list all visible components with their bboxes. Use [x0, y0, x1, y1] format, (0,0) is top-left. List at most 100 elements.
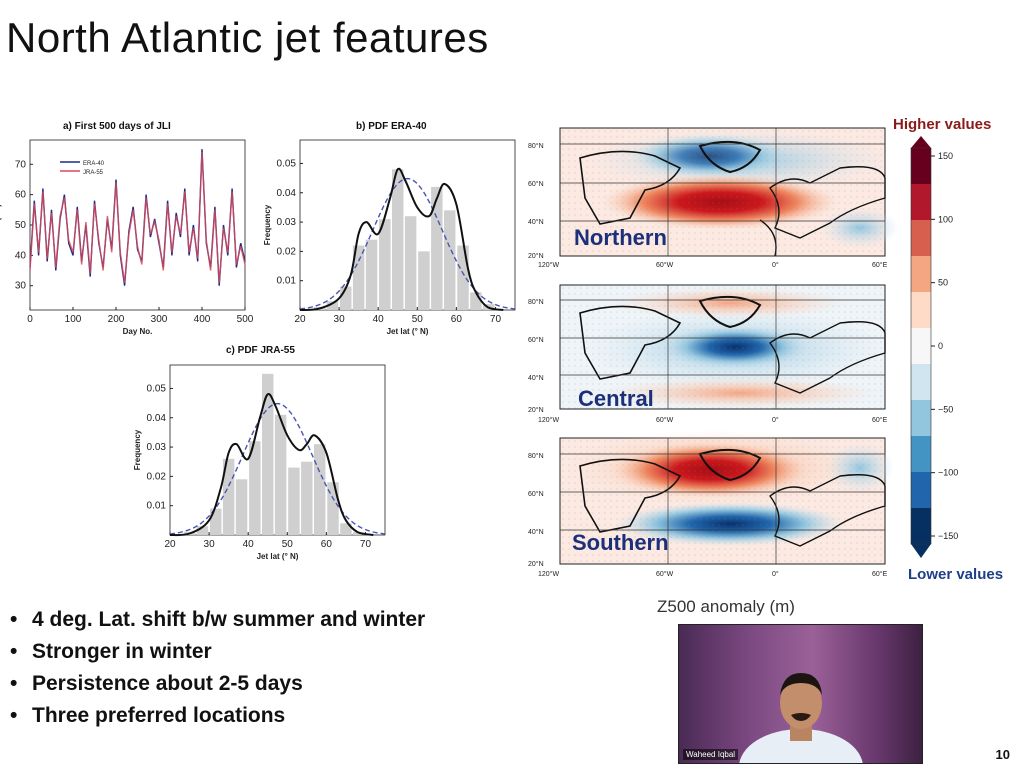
x-tick-label: 100 — [65, 314, 82, 325]
kde-curve — [169, 392, 374, 537]
chart-c-pdf-jra55: 20 30 40 50 60 70 0.01 0.02 0.03 0.04 0.05 Jet lat … — [133, 364, 386, 561]
map-label-northern: Northern — [574, 225, 667, 250]
histogram-bar — [262, 373, 274, 535]
colorbar-segment — [911, 220, 931, 257]
normal-fit-curve — [299, 177, 516, 310]
page-number: 10 — [995, 747, 1010, 762]
lat-tick: 40°N — [528, 374, 544, 382]
histogram-bar — [288, 467, 300, 535]
lat-tick: 20°N — [528, 560, 544, 568]
colorbar-tick-label: −50 — [938, 404, 953, 414]
y-tick-label: 0.04 — [277, 188, 297, 199]
x-tick-label: 20 — [164, 539, 176, 550]
x-tick-label: 50 — [412, 314, 424, 325]
y-axis-label: Frequency — [133, 429, 142, 470]
lat-tick: 80°N — [528, 298, 544, 306]
bullet-item: Persistence about 2-5 days — [10, 668, 425, 700]
y-tick-label: 50 — [15, 220, 27, 231]
bullet-item: Three preferred locations — [10, 700, 425, 732]
x-tick-label: 0 — [27, 314, 33, 325]
lon-tick: 120°W — [538, 570, 559, 578]
colorbar: 150 100 50 0 −50 −100 −150 — [910, 136, 958, 558]
colorbar-segment — [911, 508, 931, 545]
histogram-bar — [327, 482, 339, 535]
z500-anomaly-maps: Northern Central Southern — [528, 127, 900, 578]
participant-name: Waheed Iqbal — [683, 749, 739, 760]
x-tick-label: 60 — [451, 314, 463, 325]
chart-a-title: a) First 500 days of JLI — [63, 121, 171, 132]
lat-tick: 60°N — [528, 180, 544, 188]
y-tick-label: 0.03 — [277, 217, 297, 228]
map-label-central: Central — [578, 386, 654, 411]
x-tick-label: 400 — [194, 314, 211, 325]
colorbar-bottom-arrow — [911, 544, 931, 558]
colorbar-tick-label: 50 — [938, 278, 948, 288]
colorbar-tick-label: 100 — [938, 214, 953, 224]
x-tick-label: 60 — [321, 539, 333, 550]
histogram-bar — [326, 301, 339, 310]
x-tick-label: 40 — [243, 539, 255, 550]
histogram-bar — [301, 461, 313, 535]
colorbar-segment — [911, 184, 931, 221]
colorbar-tick-label: 150 — [938, 151, 953, 161]
bullet-list: 4 deg. Lat. shift b/w summer and winter … — [10, 604, 425, 732]
histogram-bar — [196, 526, 209, 535]
lat-tick: 60°N — [528, 336, 544, 344]
colorbar-lower-label: Lower values — [908, 566, 1004, 583]
histogram-bar — [365, 239, 378, 310]
colorbar-tick-label: −100 — [938, 468, 958, 478]
x-axis-label: Jet lat (° N) — [387, 327, 429, 336]
colorbar-segment — [911, 400, 931, 437]
y-tick-label: 60 — [15, 190, 27, 201]
y-tick-label: 40 — [15, 250, 27, 261]
y-tick-label: 70 — [15, 159, 27, 170]
chart-b-title: b) PDF ERA-40 — [356, 121, 427, 132]
histogram-bar — [352, 245, 365, 310]
map-label-southern: Southern — [572, 530, 669, 555]
lon-tick: 60°E — [872, 570, 888, 578]
map-caption: Z500 anomaly (m) — [657, 597, 795, 616]
y-tick-label: 0.05 — [147, 383, 167, 394]
y-tick-label: 0.02 — [277, 246, 297, 257]
histogram-bar — [392, 169, 404, 310]
x-tick-label: 70 — [360, 539, 372, 550]
y-tick-label: 0.01 — [147, 501, 167, 512]
y-tick-label: 0.04 — [147, 413, 167, 424]
colorbar-segment — [911, 292, 931, 329]
colorbar-segment — [911, 436, 931, 473]
lon-tick: 60°W — [656, 416, 674, 424]
legend-label: JRA-55 — [83, 170, 104, 176]
y-tick-label: 0.05 — [277, 158, 297, 169]
lon-tick: 60°E — [872, 416, 888, 424]
x-tick-label: 30 — [334, 314, 346, 325]
bullet-item: 4 deg. Lat. shift b/w summer and winter — [10, 604, 425, 636]
x-axis-label: Jet lat (° N) — [257, 552, 299, 561]
presenter-silhouette — [739, 673, 863, 763]
histogram-bar — [431, 186, 443, 310]
histogram-bar — [340, 286, 352, 310]
colorbar-higher-label: Higher values — [893, 116, 992, 133]
histogram-bar — [222, 458, 235, 535]
colorbar-top-arrow — [911, 136, 931, 148]
chart-a-jli-timeseries: 0 100 200 300 400 500 30 40 50 60 70 Day No. Jet lat… — [0, 139, 254, 336]
map-axis-labels: 80°N 60°N 40°N 20°N 120°W 60°W 0° 60°E 8… — [528, 142, 888, 578]
chart-b-pdf-era40: 20 30 40 50 60 70 0.01 0.02 0.03 0.04 0.05 Jet lat … — [263, 139, 516, 336]
participant-video[interactable]: Waheed Iqbal — [678, 624, 923, 764]
colorbar-segment — [911, 328, 931, 365]
y-tick-label: 30 — [15, 281, 27, 292]
lon-tick: 0° — [772, 261, 779, 269]
colorbar-tick-label: −150 — [938, 531, 958, 541]
x-tick-label: 50 — [282, 539, 294, 550]
lat-tick: 60°N — [528, 490, 544, 498]
series-line-era-40 — [29, 149, 246, 286]
lon-tick: 120°W — [538, 261, 559, 269]
lat-tick: 20°N — [528, 406, 544, 414]
lon-tick: 60°E — [872, 261, 888, 269]
x-tick-label: 500 — [237, 314, 254, 325]
histogram-bar — [457, 245, 469, 310]
lat-tick: 40°N — [528, 218, 544, 226]
histogram-bar — [340, 523, 352, 535]
histogram-bar — [313, 444, 326, 535]
plot-frame — [29, 139, 246, 311]
lon-tick: 120°W — [538, 416, 559, 424]
